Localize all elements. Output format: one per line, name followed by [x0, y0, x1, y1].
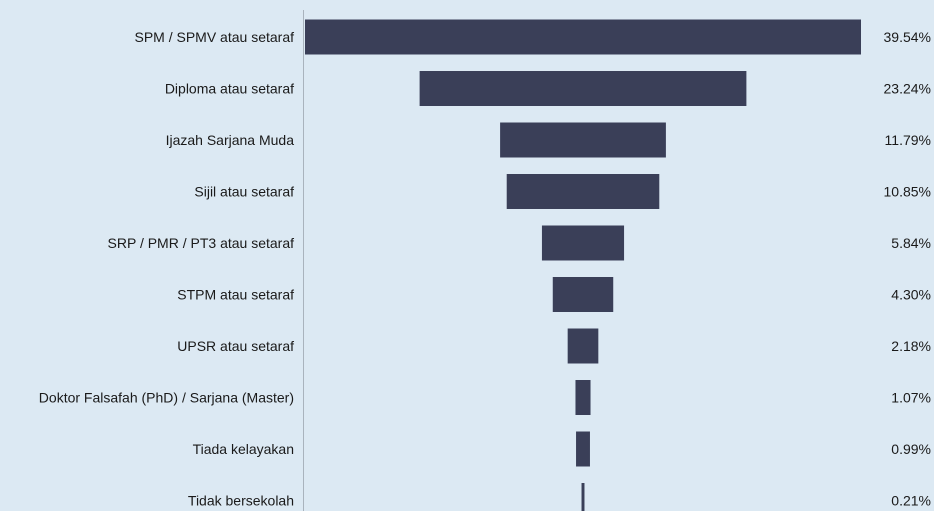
value-label: 23.24%	[884, 81, 931, 97]
category-label: UPSR atau setaraf	[177, 338, 294, 354]
value-label: 11.79%	[885, 132, 931, 148]
category-label: Sijil atau setaraf	[194, 184, 294, 200]
value-label: 4.30%	[891, 287, 931, 303]
funnel-bar	[567, 328, 599, 364]
category-label: Diploma atau setaraf	[165, 81, 294, 97]
value-label: 39.54%	[884, 29, 931, 45]
value-label: 0.21%	[891, 493, 931, 509]
funnel-bar	[500, 122, 666, 158]
funnel-bar	[552, 277, 614, 312]
value-label: 0.99%	[891, 441, 931, 457]
category-label: Ijazah Sarjana Muda	[166, 132, 295, 148]
funnel-bar	[575, 380, 591, 415]
category-label: STPM atau setaraf	[177, 287, 294, 303]
category-label: Tiada kelayakan	[193, 441, 294, 457]
category-label: SPM / SPMV atau setaraf	[134, 29, 294, 45]
category-label: Doktor Falsafah (PhD) / Sarjana (Master)	[39, 390, 294, 406]
funnel-bar	[576, 431, 590, 467]
funnel-bar	[305, 19, 861, 55]
value-label: 5.84%	[891, 235, 931, 251]
category-label: Tidak bersekolah	[188, 493, 294, 509]
funnel-bar	[541, 225, 625, 261]
value-label: 2.18%	[891, 338, 931, 354]
funnel-bar	[581, 483, 585, 511]
funnel-bar	[506, 174, 660, 209]
value-label: 1.07%	[891, 390, 931, 406]
category-label: SRP / PMR / PT3 atau setaraf	[108, 235, 295, 251]
funnel-bar	[419, 71, 747, 106]
value-label: 10.85%	[884, 184, 931, 200]
